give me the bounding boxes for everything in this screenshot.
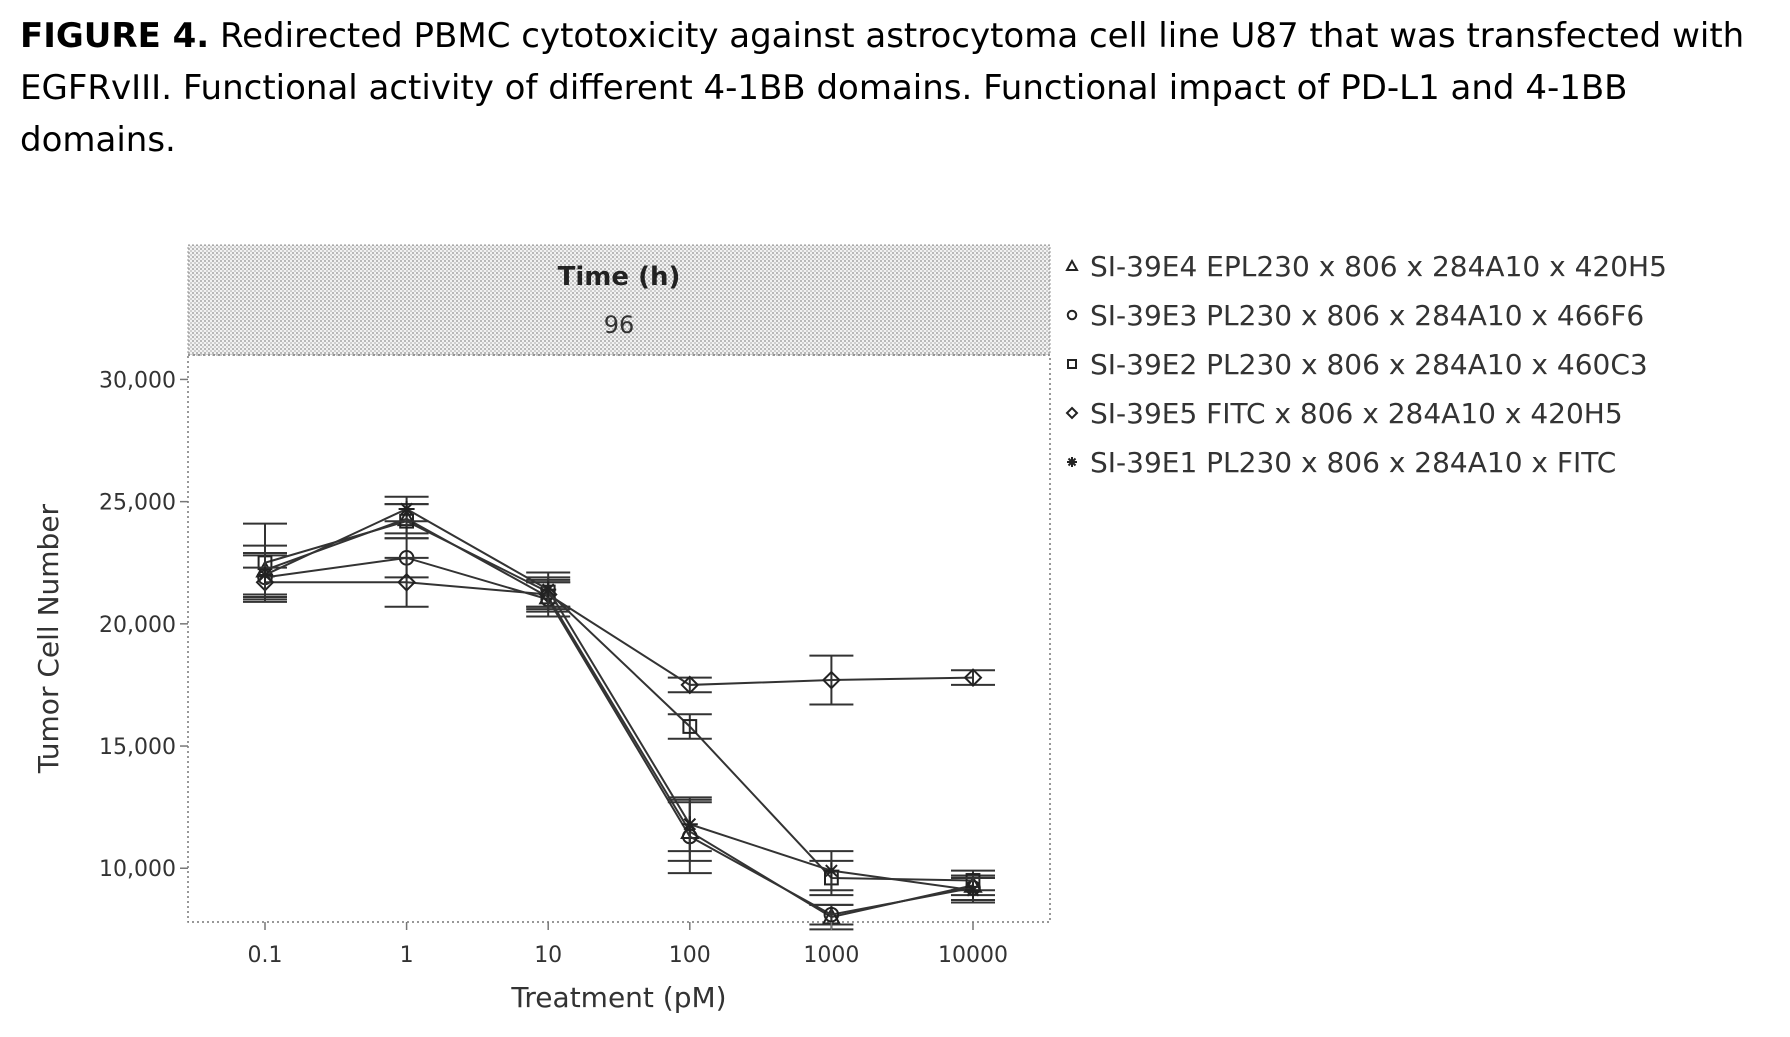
data-point	[257, 566, 273, 583]
data-point	[681, 816, 698, 833]
y-tick-label: 25,000	[99, 491, 176, 516]
x-tick-label: 100	[669, 943, 711, 968]
legend-label: SI-39E1 PL230 x 806 x 284A10 x FITC	[1090, 446, 1616, 479]
legend-marker	[1065, 406, 1079, 420]
x-tick-label: 10000	[938, 943, 1008, 968]
data-point	[821, 670, 841, 690]
facet-title: Time (h)	[558, 262, 681, 292]
legend-label: SI-39E2 PL230 x 806 x 284A10 x 460C3	[1090, 348, 1648, 381]
facet-value: 96	[604, 311, 635, 339]
data-point	[965, 882, 981, 899]
data-point	[397, 572, 417, 592]
data-point	[682, 719, 698, 734]
x-tick-label: 10	[534, 943, 562, 968]
facet-header	[187, 244, 1051, 356]
x-tick-label: 1000	[803, 943, 859, 968]
series-2	[243, 537, 995, 926]
data-point	[823, 862, 840, 879]
legend-label: SI-39E3 PL230 x 806 x 284A10 x 466F6	[1090, 299, 1644, 332]
series-line	[264, 520, 974, 882]
y-tick-label: 10,000	[99, 857, 176, 882]
plot-area	[187, 354, 1051, 923]
legend-item-1: SI-39E4 EPL230 x 806 x 284A10 x 420H5	[1065, 250, 1667, 283]
figure-caption: FIGURE 4. Redirected PBMC cytotoxicity a…	[20, 10, 1780, 166]
y-tick-label: 30,000	[99, 368, 176, 393]
data-point	[398, 500, 415, 517]
figure-label: FIGURE 4.	[20, 16, 210, 56]
legend-item-5: SI-39E1 PL230 x 806 x 284A10 x FITC	[1067, 446, 1616, 479]
y-axis-title: Tumor Cell Number	[32, 503, 65, 774]
y-tick-label: 20,000	[99, 613, 176, 638]
legend-marker	[1066, 309, 1078, 321]
data-point	[823, 906, 840, 923]
x-axis-title: Treatment (pM)	[510, 981, 726, 1014]
legend-marker	[1065, 258, 1079, 271]
legend-item-3: SI-39E2 PL230 x 806 x 284A10 x 460C3	[1067, 348, 1648, 381]
figure-caption-text: Redirected PBMC cytotoxicity against ast…	[20, 16, 1745, 160]
legend-marker	[1067, 359, 1077, 369]
data-point	[963, 668, 983, 688]
legend-marker	[1067, 457, 1077, 467]
series-3	[243, 503, 995, 897]
series-line	[264, 556, 974, 916]
series-line	[265, 581, 974, 686]
series-line	[264, 507, 974, 892]
x-tick-label: 1	[400, 943, 414, 968]
legend-item-2: SI-39E3 PL230 x 806 x 284A10 x 466F6	[1066, 299, 1644, 332]
y-tick-label: 15,000	[99, 735, 176, 760]
series-4	[243, 556, 995, 706]
data-point	[540, 581, 557, 598]
x-tick-label: 0.1	[248, 943, 283, 968]
legend-item-4: SI-39E5 FITC x 806 x 284A10 x 420H5	[1065, 397, 1623, 430]
legend-label: SI-39E5 FITC x 806 x 284A10 x 420H5	[1090, 397, 1623, 430]
series-5	[243, 495, 995, 904]
data-point	[680, 675, 700, 695]
legend-label: SI-39E4 EPL230 x 806 x 284A10 x 420H5	[1090, 250, 1667, 283]
